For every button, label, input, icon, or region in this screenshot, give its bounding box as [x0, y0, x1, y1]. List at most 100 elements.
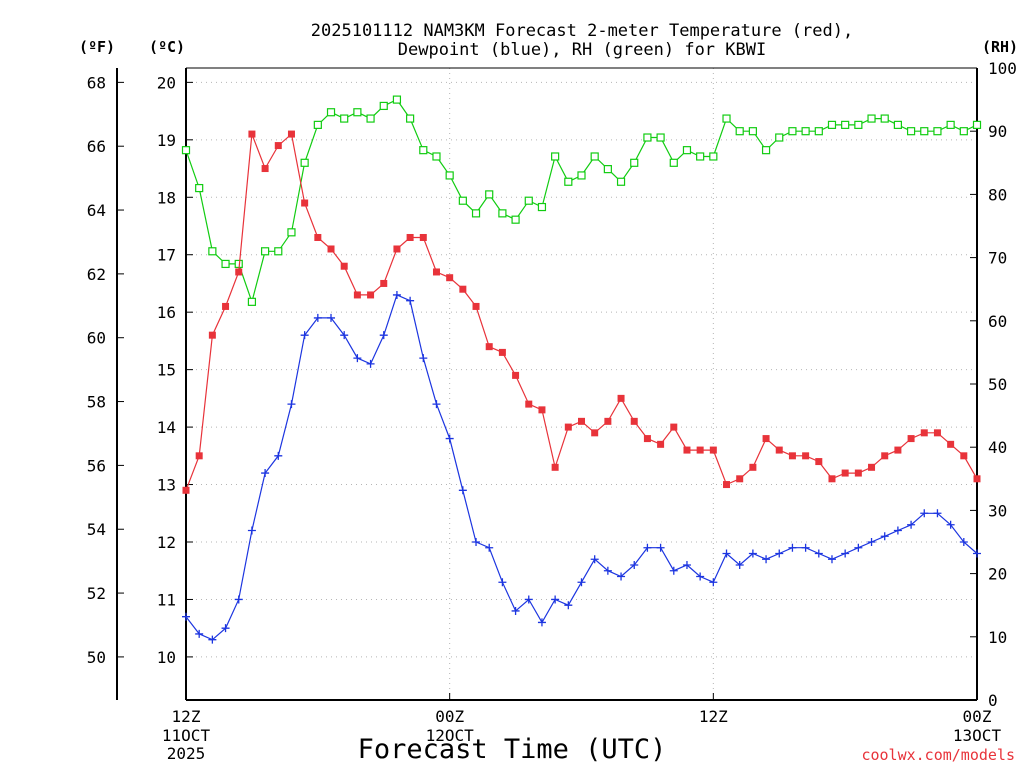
dewpoint-point [656, 543, 665, 552]
rh-point [761, 146, 771, 155]
dewpoint-point [920, 509, 929, 518]
rh-point [485, 190, 494, 199]
dewpoint-point [472, 538, 481, 546]
rh-point [643, 133, 652, 142]
dewpoint-point [353, 354, 362, 363]
dewpoint-point [274, 451, 283, 460]
rh-point [445, 171, 454, 180]
rh-point [221, 259, 230, 269]
temperature-point [960, 452, 968, 460]
dewpoint-point [537, 618, 546, 627]
temperature-point [525, 400, 533, 408]
dewpoint-point [669, 566, 678, 575]
grid-lines [186, 68, 977, 700]
temperature-point [749, 463, 757, 471]
temperature-point [380, 279, 388, 287]
fahrenheit-tick-label: 52 [87, 584, 106, 603]
chart-title-line2: Dewpoint (blue), RH (green) for KBWI [398, 40, 766, 60]
temperature-point [881, 452, 889, 460]
dewpoint-point [880, 532, 889, 541]
temperature-point [907, 435, 915, 443]
time-tick-date-label: 11OCT [162, 726, 211, 745]
dewpoint-point [762, 555, 771, 564]
rh-point [827, 120, 837, 129]
rh-point [247, 297, 257, 306]
dewpoint-point [946, 520, 955, 529]
dewpoint-point [551, 595, 560, 604]
temperature-point [670, 423, 678, 431]
dewpoint-point [406, 296, 415, 305]
temperature-point [868, 463, 876, 471]
celsius-unit-label: (ºC) [149, 38, 185, 56]
fahrenheit-tick-label: 66 [87, 137, 106, 156]
dewpoint-point [590, 555, 599, 564]
rh-point [893, 120, 903, 129]
temperature-point [459, 285, 467, 293]
dewpoint-point [208, 635, 217, 644]
rh-point [551, 152, 560, 161]
dewpoint-point [748, 549, 757, 558]
dewpoint-point [458, 486, 467, 495]
dewpoint-point [313, 313, 322, 322]
rh-tick-label: 0 [988, 691, 998, 710]
dewpoint-point [907, 520, 916, 529]
temperature-point [617, 394, 625, 402]
dewpoint-point [775, 549, 784, 558]
dewpoint-point [603, 566, 612, 575]
dewpoint-point [300, 331, 309, 340]
temperature-point [696, 446, 704, 454]
temperature-point [828, 475, 836, 483]
temperature-point [419, 233, 427, 241]
rh-point [379, 101, 388, 111]
temperature-point [775, 446, 783, 454]
rh-point [920, 127, 929, 136]
rh-point [353, 108, 362, 117]
rh-point [669, 158, 678, 167]
dewpoint-point [867, 538, 876, 546]
dewpoint-point [379, 331, 388, 340]
temperature-point [195, 452, 203, 460]
rh-point [854, 120, 863, 129]
temperature-point [723, 481, 731, 489]
temperature-point [630, 417, 638, 425]
celsius-tick-label: 14 [157, 418, 176, 437]
temperature-point [432, 268, 440, 276]
temperature-point [287, 130, 295, 138]
rh-point [906, 127, 916, 136]
dewpoint-point [524, 595, 533, 604]
rh-point [788, 127, 797, 136]
dewpoint-point [801, 543, 810, 552]
temperature-point [327, 245, 335, 253]
temperature-point [406, 233, 414, 241]
dewpoint-point [630, 560, 639, 569]
dewpoint-point [959, 538, 968, 546]
rh-point [392, 95, 402, 104]
rh-point [195, 183, 204, 193]
temperature-point [815, 458, 823, 466]
fahrenheit-tick-label: 54 [87, 520, 106, 539]
dewpoint-point [893, 526, 902, 535]
temperature-point [591, 429, 599, 437]
rh-unit-label: (RH) [982, 38, 1018, 56]
rh-point [406, 114, 415, 123]
dewpoint-point [577, 578, 586, 587]
fahrenheit-tick-label: 58 [87, 393, 106, 412]
temperature-point [643, 435, 651, 443]
rh-point [972, 120, 982, 129]
rh-point [458, 196, 467, 205]
celsius-tick-label: 18 [157, 188, 176, 207]
rh-point [313, 120, 322, 129]
rh-point [656, 133, 665, 142]
rh-point [880, 114, 889, 123]
rh-point [590, 152, 599, 161]
temperature-point [208, 331, 216, 339]
rh-point [682, 146, 692, 155]
temperature-point [498, 348, 506, 356]
dewpoint-point [643, 543, 652, 552]
rh-tick-label: 30 [988, 501, 1007, 520]
dewpoint-point [340, 331, 349, 340]
rh-point [867, 114, 876, 123]
